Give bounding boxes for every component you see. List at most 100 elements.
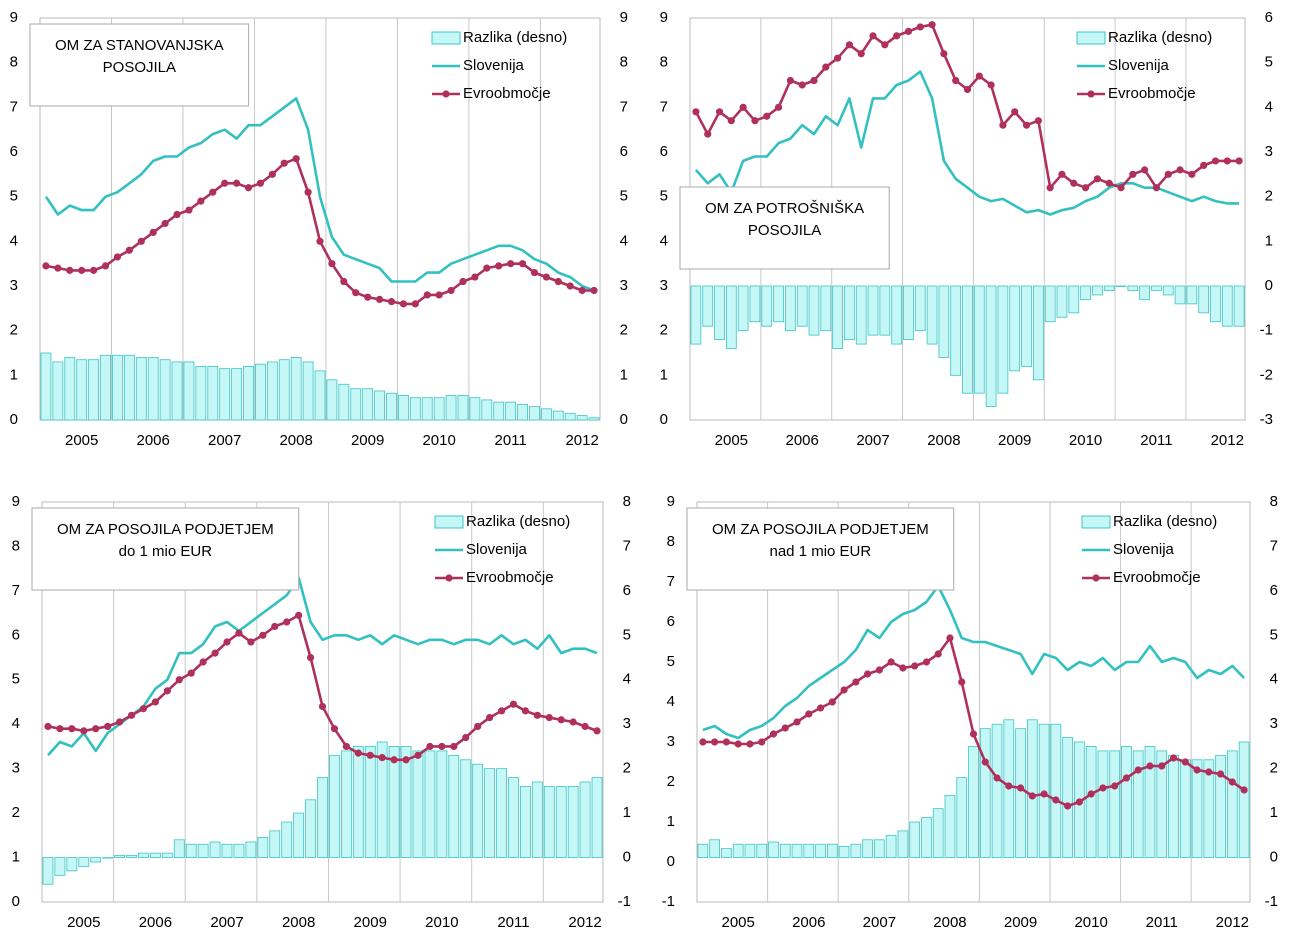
y2-tick-label: 6 [1265,9,1273,26]
marker [692,108,700,116]
marker [414,751,422,759]
marker [139,705,148,713]
title-frame [679,186,890,270]
marker [952,76,960,85]
marker [916,23,924,31]
marker [223,638,231,646]
bar [374,390,385,421]
marker [793,718,801,726]
x-tick-label: 2008 [279,432,312,449]
y2-tick-label: -2 [1260,366,1273,383]
bar [1085,746,1097,858]
marker [590,286,598,295]
marker [497,707,506,715]
marker [474,722,482,731]
marker [1081,184,1090,192]
x-tick-label: 2012 [1211,432,1244,449]
x-tick-label: 2011 [497,914,529,931]
marker [904,27,913,35]
y2-tick-label: 2 [1270,760,1278,777]
x-tick-label: 2009 [1004,914,1037,931]
marker [127,711,136,719]
bar [567,786,579,858]
bar [714,285,725,340]
chart-title: do 1 mio EUR [119,543,213,560]
y-tick-label: 3 [10,277,18,294]
y-tick-label: 0 [12,893,20,910]
marker [92,725,100,733]
bar [269,830,281,858]
bar [1221,285,1233,327]
y2-tick-label: 0 [1270,849,1278,866]
bar [317,777,328,858]
bar [921,817,932,858]
y2-tick-label: 5 [623,626,631,643]
x-tick-label: 2010 [425,914,458,931]
bar [576,415,588,421]
marker [364,293,372,301]
legend-label: Razlika (desno) [463,29,567,46]
legend: Razlika (desno) Slovenija Evroobmočje [1081,513,1217,586]
y-tick-label: 6 [10,143,18,160]
bar [197,843,209,858]
marker [1022,121,1031,129]
bar [412,750,424,858]
marker [699,738,707,746]
bar [985,285,997,407]
y-tick-label: 5 [667,653,675,670]
bar [543,786,555,858]
y2-tick-label: 0 [1265,277,1273,294]
y2-tick-label: 8 [620,54,628,71]
marker [893,32,901,40]
y2-tick-label: 4 [1265,98,1273,115]
marker [545,713,553,722]
marker [161,219,169,228]
legend: Razlika (desno) Slovenija Evroobmočje [434,513,570,586]
x-tick-label: 2010 [1069,432,1102,449]
marker [1093,175,1101,183]
marker [42,262,50,270]
marker [969,730,978,738]
marker [798,81,806,89]
bar [76,359,88,421]
y-tick-label: 8 [12,537,20,554]
marker [483,264,491,272]
bar [1032,285,1044,381]
marker [1169,754,1178,762]
bar [1050,723,1062,858]
marker [125,246,133,254]
bar [991,723,1003,858]
marker [1211,157,1220,165]
x-tick-label: 2008 [933,914,966,931]
bar [531,781,543,858]
marker [734,740,742,748]
legend-label: Evroobmočje [463,85,551,102]
marker [1034,117,1042,125]
y-tick-label: 1 [10,366,18,383]
marker [758,738,766,746]
bar [1203,759,1215,858]
y2-tick-label: -3 [1260,411,1273,428]
bar [950,285,962,376]
bar [779,843,791,858]
marker [221,179,229,187]
marker [137,237,145,245]
marker [1028,792,1036,800]
bar [445,395,457,421]
bar [388,746,400,858]
bar [290,357,302,421]
y-tick-label: 5 [12,671,20,688]
marker [727,117,735,125]
marker [869,32,877,40]
bar [364,746,376,858]
marker [1040,790,1048,798]
bar [138,852,149,858]
marker [340,277,348,286]
x-tick-label: 2006 [137,432,170,449]
marker [507,260,515,268]
marker [151,698,159,706]
y-tick-label: 4 [667,693,675,710]
x-tick-label: 2012 [565,432,598,449]
marker [822,63,830,71]
y-tick-label: 0 [10,411,18,428]
